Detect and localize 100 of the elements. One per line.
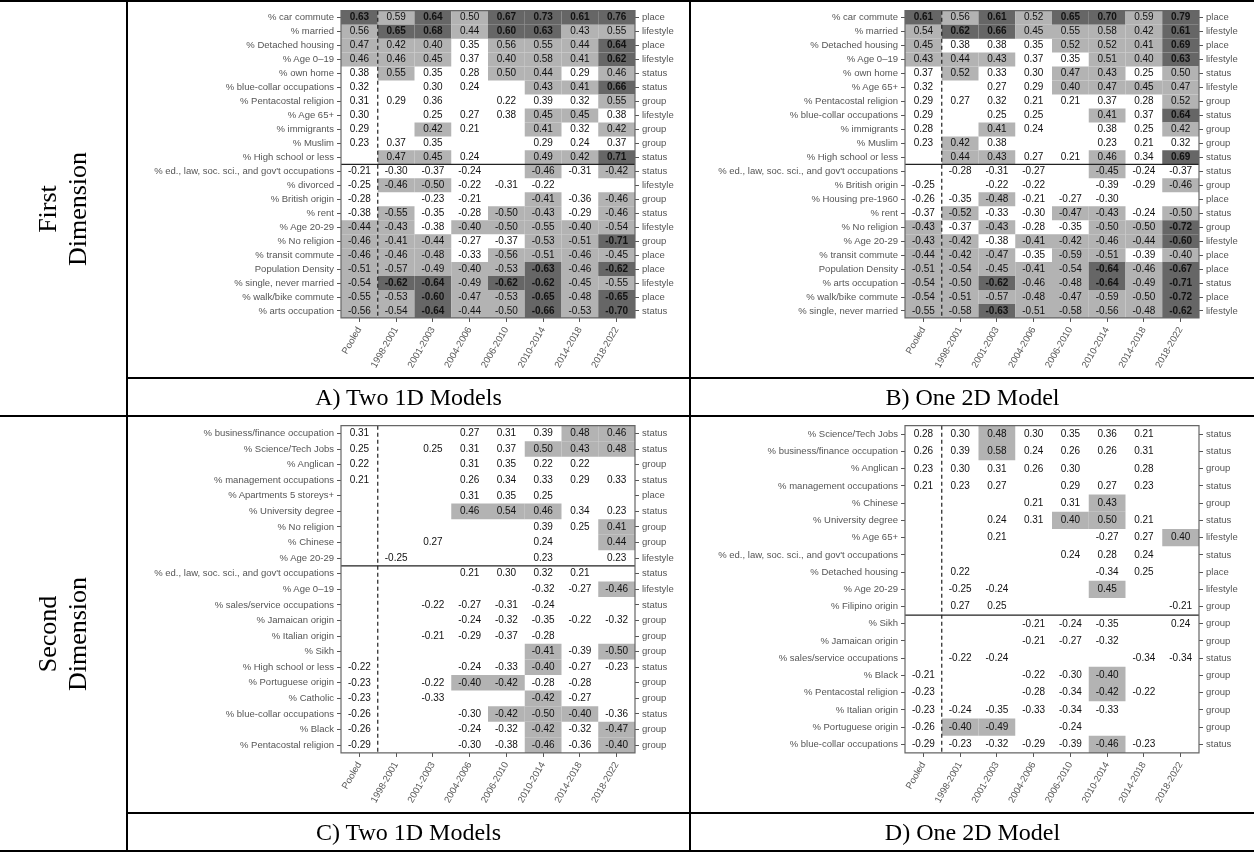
data-label: -0.21 — [1021, 634, 1045, 646]
data-label: -0.67 — [1168, 262, 1192, 274]
data-label: 0.25 — [349, 442, 370, 454]
data-label: -0.45 — [1095, 165, 1119, 177]
y-tick-label: % Detached housing — [245, 39, 334, 51]
y-tick-label: % Pentacostal religion — [803, 95, 898, 107]
data-label: -0.40 — [567, 220, 592, 232]
data-label: -0.71 — [604, 234, 628, 246]
data-label: 0.38 — [1096, 123, 1117, 135]
data-label: -0.66 — [531, 304, 555, 316]
data-label: -0.57 — [384, 262, 408, 274]
data-label: -0.46 — [1021, 276, 1045, 288]
data-label: 0.54 — [496, 505, 517, 517]
data-label: 0.32 — [569, 123, 590, 135]
data-label: 0.34 — [496, 473, 517, 485]
y-tick-label: % High school or less — [242, 150, 334, 162]
data-label: -0.55 — [911, 304, 935, 316]
data-label: 0.35 — [1023, 39, 1044, 51]
y-tick-label: % single, never married — [233, 276, 334, 288]
data-label: -0.29 — [347, 738, 371, 750]
data-label: -0.22 — [347, 661, 371, 672]
data-label: 0.33 — [986, 67, 1007, 79]
data-label: -0.49 — [457, 276, 481, 288]
data-label: 0.62 — [606, 53, 627, 65]
y2-tick-label: group — [1205, 617, 1230, 629]
data-label: 0.24 — [459, 151, 480, 163]
data-label: 0.30 — [949, 462, 970, 474]
data-label: -0.24 — [531, 598, 555, 610]
data-label: 0.47 — [349, 39, 370, 51]
data-label: -0.46 — [347, 248, 371, 260]
data-label: 0.76 — [606, 11, 627, 23]
data-label: -0.46 — [347, 234, 371, 246]
data-label: 0.38 — [986, 137, 1007, 149]
y2-tick-label: lifestyle — [641, 551, 674, 563]
y-tick-label: % Apartments 5 storeys+ — [227, 489, 334, 501]
y2-tick-label: lifestyle — [1205, 81, 1238, 93]
y-tick-label: % Black — [299, 723, 334, 735]
data-label: 0.39 — [532, 427, 553, 439]
data-label: 0.27 — [1023, 151, 1044, 163]
data-label: 0.47 — [1060, 67, 1081, 79]
data-label: 0.35 — [1060, 53, 1081, 65]
y-tick-label: Population Density — [818, 262, 898, 274]
data-label: -0.24 — [984, 651, 1009, 663]
data-label: 0.27 — [949, 600, 970, 612]
data-label: 0.46 — [1096, 151, 1117, 163]
data-label: 0.22 — [496, 95, 517, 107]
data-label: 0.38 — [949, 39, 970, 51]
data-label: -0.51 — [531, 248, 555, 260]
y2-tick-label: group — [641, 192, 666, 204]
data-label: 0.50 — [532, 442, 553, 454]
data-label: -0.45 — [604, 248, 628, 260]
data-label: 0.41 — [986, 123, 1007, 135]
y2-tick-label: group — [641, 137, 666, 148]
y-tick-label: % blue-collar occupations — [789, 737, 898, 749]
y-tick-label: % Italian origin — [835, 703, 898, 715]
data-label: 0.42 — [606, 123, 627, 135]
y2-tick-label: lifestyle — [1205, 582, 1238, 594]
y2-tick-label: group — [1205, 123, 1230, 135]
y-tick-label: % blue-collar occupations — [789, 109, 898, 121]
data-label: -0.51 — [1021, 304, 1045, 316]
data-label: -0.60 — [420, 290, 445, 302]
data-label: -0.48 — [420, 248, 445, 260]
data-label: -0.26 — [347, 707, 371, 719]
data-label: 0.26 — [1096, 445, 1117, 457]
data-label: 0.58 — [1096, 25, 1117, 37]
y2-tick-label: group — [1205, 703, 1230, 715]
y2-tick-label: group — [641, 234, 666, 246]
data-label: 0.46 — [459, 505, 480, 517]
data-label: 0.33 — [532, 473, 553, 485]
data-label: 0.50 — [1096, 514, 1117, 526]
data-label: -0.56 — [1095, 304, 1119, 316]
y-tick-label: % Age 65+ — [851, 81, 898, 93]
data-label: -0.21 — [457, 192, 481, 204]
data-label: 0.25 — [422, 442, 443, 454]
data-label: 0.61 — [986, 11, 1007, 23]
y2-tick-label: status — [641, 67, 668, 79]
data-label: 0.35 — [496, 489, 517, 501]
y-tick-label: % Pentacostal religion — [239, 95, 334, 107]
data-label: -0.24 — [1058, 617, 1082, 629]
data-label: -0.47 — [984, 248, 1009, 260]
data-label: 0.40 — [1060, 514, 1081, 526]
y-tick-label: % business/finance occupation — [203, 427, 334, 439]
y-tick-label: % Age 20-29 — [279, 551, 334, 563]
data-label: -0.50 — [948, 276, 972, 288]
y-tick-label: % University degree — [248, 505, 334, 517]
data-label: -0.62 — [604, 262, 628, 274]
data-label: -0.42 — [494, 707, 518, 719]
data-label: 0.37 — [913, 67, 934, 79]
data-label: -0.50 — [604, 645, 628, 657]
data-label: -0.38 — [494, 738, 518, 750]
y2-tick-label: place — [1205, 262, 1229, 274]
y-tick-label: % Detached housing — [809, 39, 898, 51]
data-label: 0.46 — [385, 53, 406, 65]
data-label: 0.25 — [1133, 67, 1154, 79]
data-label: 0.73 — [532, 11, 553, 23]
data-label: -0.46 — [1168, 179, 1192, 191]
y-tick-label: % Pentacostal religion — [239, 738, 334, 750]
data-label: 0.61 — [1170, 25, 1191, 37]
data-label: 0.46 — [606, 67, 627, 79]
data-label: -0.41 — [384, 234, 408, 246]
